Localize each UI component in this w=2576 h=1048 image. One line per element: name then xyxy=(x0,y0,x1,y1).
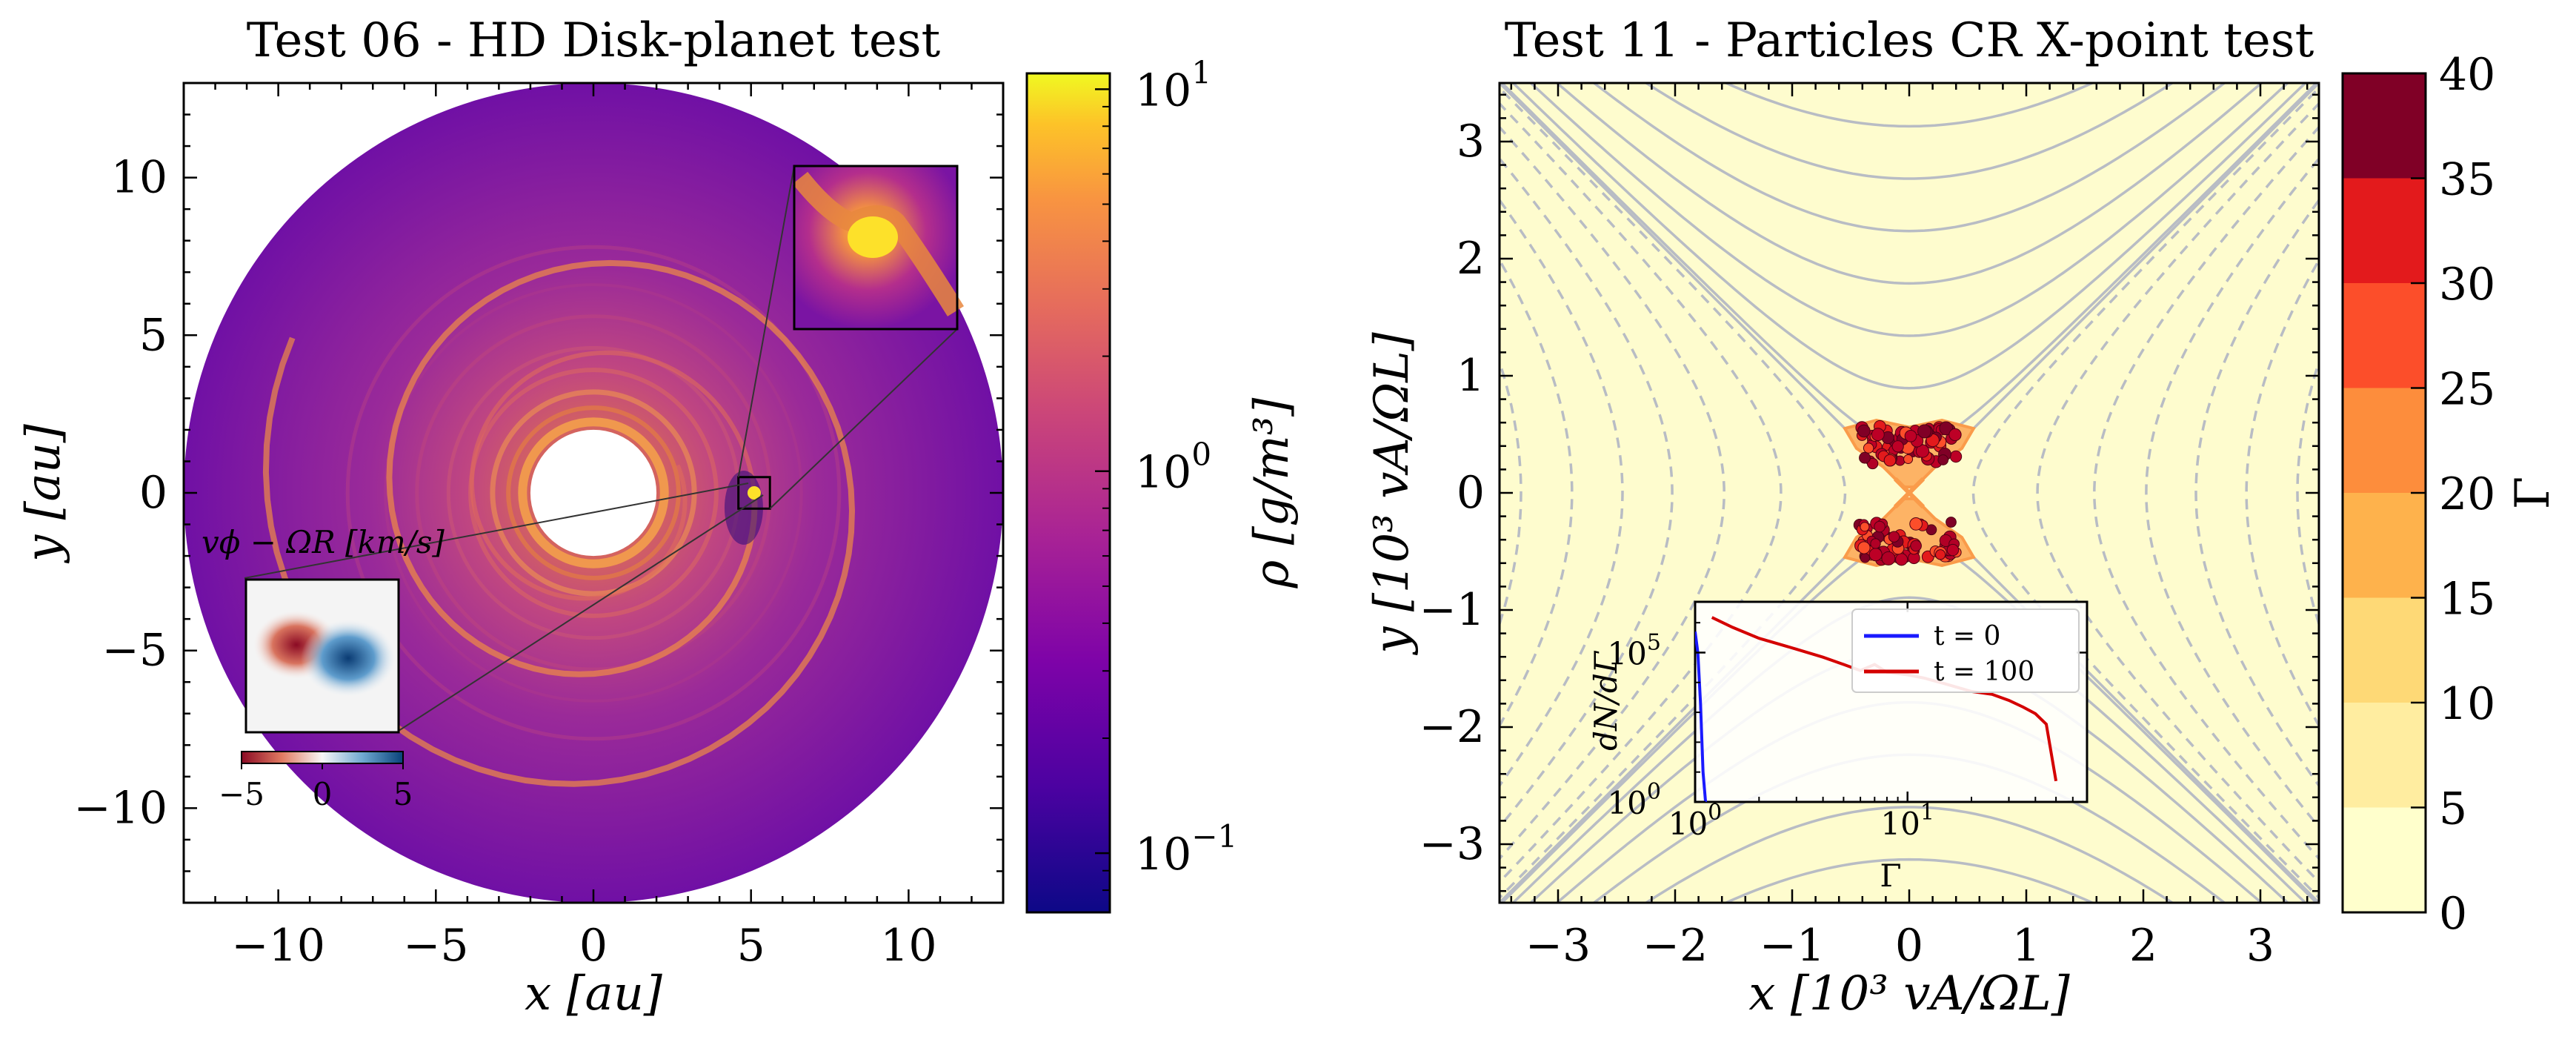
gamma-colorbar-tick: 40 xyxy=(2439,49,2495,101)
gamma-colorbar-tick: 10 xyxy=(2439,678,2495,730)
velocity-colorbar-tick: −5 xyxy=(219,776,264,812)
left-chart-title: Test 06 - HD Disk-planet test xyxy=(247,13,941,68)
velocity-inset xyxy=(244,578,400,734)
right-y-tick-label: −1 xyxy=(1420,584,1485,636)
left-x-tick-label: 0 xyxy=(579,920,608,972)
gamma-colorbar-bin xyxy=(2343,493,2426,598)
left-x-axis-label: x [au] xyxy=(525,966,663,1021)
gamma-colorbar-tick: 30 xyxy=(2439,259,2495,311)
right-plot-area xyxy=(1500,83,2319,903)
left-x-tick-label: 5 xyxy=(737,920,765,972)
spectrum-legend: t = 0 t = 100 xyxy=(1851,608,2080,693)
left-y-tick-label: 10 xyxy=(111,152,167,204)
legend-entry: t = 100 xyxy=(1934,657,2034,687)
right-y-axis-label: y [10³ vA/ΩL] xyxy=(1365,331,1420,655)
gamma-colorbar-bin xyxy=(2343,178,2426,283)
gamma-colorbar-bin xyxy=(2343,807,2426,912)
density-colorbar-tick: 101 xyxy=(1135,54,1211,116)
velocity-colorbar-tick: 0 xyxy=(313,776,333,812)
right-x-axis-label: x [10³ vA/ΩL] xyxy=(1748,966,2070,1021)
right-y-tick-label: −3 xyxy=(1420,818,1485,870)
gamma-colorbar-bin xyxy=(2343,597,2426,703)
legend-entry: t = 0 xyxy=(1934,621,2000,651)
velocity-connector-line xyxy=(244,482,749,579)
right-y-tick-label: 3 xyxy=(1457,116,1485,168)
gamma-colorbar-tick: 5 xyxy=(2439,783,2467,835)
spectrum-series-line xyxy=(1695,631,1708,802)
left-y-axis-label: y [au] xyxy=(16,423,71,564)
gamma-colorbar-bin xyxy=(2343,703,2426,808)
disk-inner-hole xyxy=(530,429,657,557)
gamma-colorbar-bin xyxy=(2343,283,2426,388)
gamma-colorbar-bin xyxy=(2343,73,2426,179)
right-y-tick-label: 1 xyxy=(1457,350,1485,402)
left-x-tick-label: 10 xyxy=(880,920,936,972)
gamma-colorbar-tick: 20 xyxy=(2439,468,2495,520)
left-y-tick-label: −5 xyxy=(102,625,167,677)
zoom-connector-line xyxy=(737,165,795,477)
zoom-inset xyxy=(792,165,965,331)
velocity-colorbar-tick: 5 xyxy=(393,776,413,812)
gamma-colorbar-label: Γ xyxy=(2506,477,2560,509)
density-colorbar-label: ρ [g/m³] xyxy=(1245,397,1299,589)
velocity-colorbar xyxy=(241,751,404,764)
right-x-tick-label: −1 xyxy=(1760,920,1825,972)
right-x-tick-label: −2 xyxy=(1643,920,1708,972)
gamma-colorbar xyxy=(2341,72,2427,914)
right-x-tick-label: 2 xyxy=(2129,920,2157,972)
density-colorbar xyxy=(1025,72,1111,914)
left-axis-ticks xyxy=(182,82,1005,904)
zoom-connector-line xyxy=(769,328,958,509)
left-y-tick-label: 0 xyxy=(139,467,167,519)
gamma-colorbar-tick: 0 xyxy=(2439,888,2467,940)
planet-zoom-marker xyxy=(737,476,771,510)
gamma-colorbar-bin xyxy=(2343,388,2426,493)
velocity-connector-line xyxy=(398,494,764,732)
disk-spiral-rings xyxy=(345,245,842,741)
right-x-tick-label: 0 xyxy=(1895,920,1923,972)
right-y-tick-label: 0 xyxy=(1457,467,1485,519)
density-colorbar-tick: 100 xyxy=(1135,437,1211,499)
spectrum-x-label: Γ xyxy=(1880,858,1901,894)
right-y-tick-label: 2 xyxy=(1457,233,1485,285)
density-colorbar-tick: 10−1 xyxy=(1135,818,1237,880)
particles xyxy=(1853,419,1963,566)
density-colorbar-minor-ticks xyxy=(1102,105,1110,892)
velocity-inset-label: vϕ − ΩR [km/s] xyxy=(202,524,445,560)
left-x-tick-label: −10 xyxy=(231,920,325,972)
right-x-tick-label: −3 xyxy=(1525,920,1591,972)
gamma-colorbar-tick: 35 xyxy=(2439,154,2495,206)
right-y-tick-label: −2 xyxy=(1420,701,1485,753)
gamma-colorbar-tick: 25 xyxy=(2439,364,2495,416)
right-x-tick-label: 1 xyxy=(2012,920,2040,972)
left-x-tick-label: −5 xyxy=(403,920,468,972)
right-axis-ticks xyxy=(1500,83,2319,903)
left-y-tick-label: 5 xyxy=(139,309,167,361)
right-x-tick-label: 3 xyxy=(2246,920,2274,972)
right-chart-title: Test 11 - Particles CR X-point test xyxy=(1505,13,2314,68)
spectrum-y-label: dN/dΓ xyxy=(1588,650,1624,751)
left-y-tick-label: −10 xyxy=(73,782,167,834)
gamma-colorbar-tick: 15 xyxy=(2439,574,2495,626)
